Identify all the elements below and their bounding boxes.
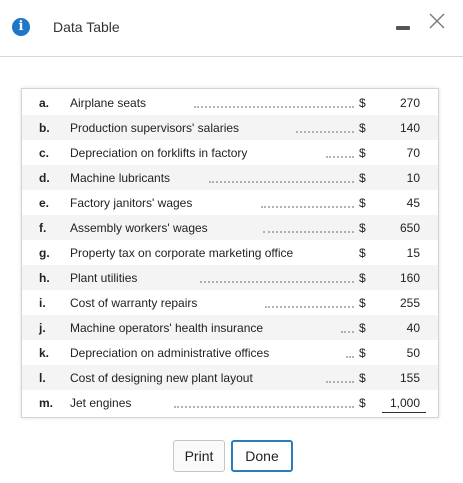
row-amount: 10 xyxy=(406,171,420,185)
table-row: l. Cost of designing new plant layout $155 xyxy=(22,365,438,390)
table-row: d. Machine lubricants $10 xyxy=(22,165,438,190)
close-icon xyxy=(429,13,445,29)
leader-dots xyxy=(174,394,354,408)
row-letter: d. xyxy=(39,171,50,185)
print-button[interactable]: Print xyxy=(173,440,225,472)
row-description: Plant utilities xyxy=(70,271,138,285)
row-description: Airplane seats xyxy=(70,96,147,110)
table-row: i. Cost of warranty repairs $255 xyxy=(22,290,438,315)
row-description: Property tax on corporate marketing offi… xyxy=(70,246,294,260)
row-amount: 15 xyxy=(406,246,420,260)
row-amount: 650 xyxy=(399,221,420,235)
row-description: Cost of designing new plant layout xyxy=(70,371,253,385)
row-dollar-sign: $ xyxy=(359,96,366,110)
leader-dots xyxy=(326,369,354,383)
row-amount: 70 xyxy=(406,146,420,160)
leader-dots xyxy=(341,319,354,333)
row-dollar-sign: $ xyxy=(359,221,366,235)
title-bar: i Data Table xyxy=(0,0,463,56)
table-row: f. Assembly workers' wages $650 xyxy=(22,215,438,240)
row-description: Depreciation on forklifts in factory xyxy=(70,146,248,160)
row-letter: k. xyxy=(39,346,50,360)
row-dollar-sign: $ xyxy=(359,321,366,335)
row-description: Assembly workers' wages xyxy=(70,221,208,235)
row-dollar-sign: $ xyxy=(359,121,366,135)
row-letter: c. xyxy=(39,146,50,160)
amount-underline xyxy=(382,412,426,413)
table-row: e. Factory janitors' wages $45 xyxy=(22,190,438,215)
row-amount: 50 xyxy=(406,346,420,360)
done-button[interactable]: Done xyxy=(231,440,293,472)
table-row: a. Airplane seats $270 xyxy=(22,90,438,115)
leader-dots xyxy=(209,169,354,183)
leader-dots xyxy=(194,94,354,108)
row-dollar-sign: $ xyxy=(359,371,366,385)
table-row: h. Plant utilities $160 xyxy=(22,265,438,290)
data-table: a. Airplane seats $270 b. Production supervi… xyxy=(21,88,439,418)
row-letter: i. xyxy=(39,296,46,310)
row-dollar-sign: $ xyxy=(359,296,366,310)
row-amount: 160 xyxy=(399,271,420,285)
row-letter: l. xyxy=(39,371,46,385)
dialog-title: Data Table xyxy=(53,19,120,35)
title-divider xyxy=(0,56,463,57)
row-letter: m. xyxy=(39,396,54,410)
row-dollar-sign: $ xyxy=(359,196,366,210)
row-description: Machine operators' health insurance xyxy=(70,321,264,335)
row-dollar-sign: $ xyxy=(359,346,366,360)
leader-dots xyxy=(326,144,354,158)
row-description: Machine lubricants xyxy=(70,171,171,185)
row-amount: 255 xyxy=(399,296,420,310)
row-amount: 40 xyxy=(406,321,420,335)
row-description: Production supervisors' salaries xyxy=(70,121,240,135)
minimize-button[interactable] xyxy=(396,26,410,30)
row-amount: 270 xyxy=(399,96,420,110)
row-description: Depreciation on administrative offices xyxy=(70,346,270,360)
row-dollar-sign: $ xyxy=(359,246,366,260)
close-button[interactable] xyxy=(426,10,448,32)
table-row: b. Production supervisors' salaries $140 xyxy=(22,115,438,140)
row-letter: g. xyxy=(39,246,50,260)
row-amount: 1,000 xyxy=(389,396,420,410)
leader-dots xyxy=(296,119,354,133)
row-letter: h. xyxy=(39,271,50,285)
leader-dots xyxy=(200,269,354,283)
table-row: g. Property tax on corporate marketing of… xyxy=(22,240,438,265)
info-icon: i xyxy=(12,18,30,36)
leader-dots xyxy=(263,219,354,233)
leader-dots xyxy=(346,344,354,358)
leader-dots xyxy=(261,194,354,208)
leader-dots xyxy=(265,294,354,308)
table-row: k. Depreciation on administrative offices… xyxy=(22,340,438,365)
row-dollar-sign: $ xyxy=(359,146,366,160)
row-amount: 155 xyxy=(399,371,420,385)
table-row: c. Depreciation on forklifts in factory $7… xyxy=(22,140,438,165)
row-amount: 45 xyxy=(406,196,420,210)
row-letter: a. xyxy=(39,96,50,110)
row-description: Jet engines xyxy=(70,396,132,410)
table-row: m. Jet engines $1,000 xyxy=(22,390,438,415)
table-row: j. Machine operators' health insurance $40 xyxy=(22,315,438,340)
row-dollar-sign: $ xyxy=(359,171,366,185)
row-dollar-sign: $ xyxy=(359,271,366,285)
row-letter: e. xyxy=(39,196,50,210)
row-dollar-sign: $ xyxy=(359,396,366,410)
row-letter: b. xyxy=(39,121,50,135)
row-description: Cost of warranty repairs xyxy=(70,296,198,310)
row-letter: f. xyxy=(39,221,47,235)
row-letter: j. xyxy=(39,321,46,335)
row-amount: 140 xyxy=(399,121,420,135)
row-description: Factory janitors' wages xyxy=(70,196,193,210)
